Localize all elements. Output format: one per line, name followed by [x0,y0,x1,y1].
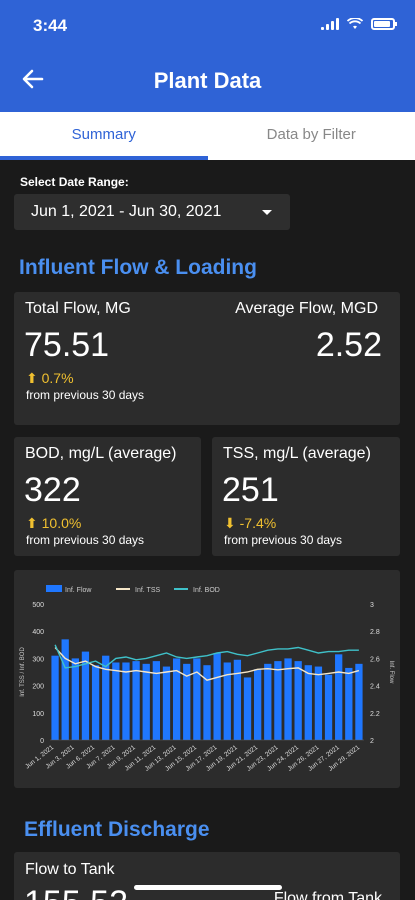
series-line-bod [54,644,359,669]
y-tick-right: 2.8 [370,629,380,636]
app-header: 3:44 Plant Data [0,0,415,112]
y-tick-left: 500 [32,602,44,609]
chevron-down-icon [262,210,272,215]
battery-icon [371,18,397,30]
chart-bar [61,639,69,740]
chart-bar [112,662,120,740]
date-range-label: Select Date Range: [20,175,129,189]
chart-bar [243,677,252,740]
flow-to-tank-value: 155.52 [24,884,128,900]
chart-bar [274,661,282,740]
chart-bar [213,652,221,740]
chart-bar [193,658,201,740]
chart-bar [345,667,353,740]
chart-bar [264,663,272,740]
bod-label: BOD, mg/L (average) [25,445,177,462]
chart-bar [142,663,150,740]
legend-label: Inf. Flow [65,587,92,594]
chart-bar [51,655,59,740]
chart-bar [203,665,211,740]
tss-label: TSS, mg/L (average) [223,445,371,462]
chart-bar [355,663,363,740]
chart-bar [324,674,333,740]
influent-section-title: Influent Flow & Loading [19,256,257,279]
legend-swatch [46,585,62,592]
effluent-section-title: Effluent Discharge [24,818,210,841]
influent-chart-card: Inf. Flow Inf. TSS Inf. BOD 0 100 200 300 400 50… [14,570,400,788]
chart-bar [183,663,191,740]
effluent-card: Flow to Tank 155.52 Flow from Tank [14,852,400,900]
bod-value: 322 [24,471,81,509]
chart-bar [304,665,312,740]
chart-bar [253,669,262,740]
legend-label: Inf. BOD [193,587,220,594]
chart-bar [223,662,231,740]
y-tick-left: 200 [32,684,44,691]
chart-bar [294,661,302,740]
chart-bar [314,666,323,740]
status-time: 3:44 [33,16,68,35]
y-axis-label-right: Inf. Flow [388,661,394,684]
arrow-down-icon: ⬇ [224,515,236,531]
arrow-up-icon: ⬆ [26,370,38,386]
chart-bar [172,658,181,740]
avg-flow-value: 2.52 [315,326,382,364]
chart-bar [132,661,140,740]
arrow-up-icon: ⬆ [26,515,38,531]
total-flow-change: ⬆ 0.7% [26,370,74,386]
total-flow-label: Total Flow, MG [25,300,131,317]
chart-bar [162,666,171,740]
y-tick-left: 400 [32,629,44,636]
chart-bar [233,659,242,740]
back-arrow-icon[interactable] [20,66,46,92]
date-range-select[interactable]: Jun 1, 2021 - Jun 30, 2021 [14,194,290,230]
chart-bar [284,658,292,740]
influent-chart: Inf. Flow Inf. TSS Inf. BOD 0 100 200 300 400 50… [20,585,394,773]
flow-to-tank-label: Flow to Tank [25,861,115,878]
tss-change: ⬇ -7.4% [224,515,277,531]
series-line-tss [54,647,360,681]
chart-bar [102,655,110,740]
page-title: Plant Data [153,68,262,93]
chart-bar [91,665,100,740]
y-tick-right: 2.4 [370,684,380,691]
tab-summary[interactable]: Summary [0,112,208,160]
tss-value: 251 [222,471,279,509]
y-axis-label-left: Inf. TSS / Inf. BOD [20,647,26,697]
chart-bar [81,651,90,740]
legend-label: Inf. TSS [135,587,160,594]
chart-bar [71,658,79,740]
date-range-value: Jun 1, 2021 - Jun 30, 2021 [31,203,222,220]
tab-bar: Summary Data by Filter [0,112,415,160]
total-flow-value: 75.51 [24,326,110,364]
total-flow-card: Total Flow, MG 75.51 ⬆ 0.7% from previou… [14,292,400,425]
tss-card: TSS, mg/L (average) 251 ⬇ -7.4% from pre… [212,437,400,556]
home-indicator[interactable] [134,885,282,890]
flow-from-tank-label: Flow from Tank [273,890,382,900]
chart-bar [152,661,161,740]
y-tick-right: 2 [370,738,374,745]
y-tick-right: 2.6 [370,656,380,663]
chart-bar [335,654,343,740]
status-icons [321,18,397,30]
y-tick-right: 2.2 [370,711,380,718]
bod-from: from previous 30 days [26,533,145,547]
total-flow-from: from previous 30 days [26,388,145,402]
tab-data-by-filter[interactable]: Data by Filter [266,126,356,143]
y-tick-left: 0 [40,738,44,745]
y-tick-left: 100 [32,711,44,718]
y-tick-right: 3 [370,602,374,609]
cellular-signal-icon [321,18,339,30]
chart-bar [122,662,130,740]
bod-card: BOD, mg/L (average) 322 ⬆ 10.0% from pre… [14,437,201,556]
y-tick-left: 300 [32,656,44,663]
tss-from: from previous 30 days [224,533,343,547]
wifi-icon [347,18,363,29]
avg-flow-label: Average Flow, MGD [235,300,378,317]
bod-change: ⬆ 10.0% [26,515,82,531]
